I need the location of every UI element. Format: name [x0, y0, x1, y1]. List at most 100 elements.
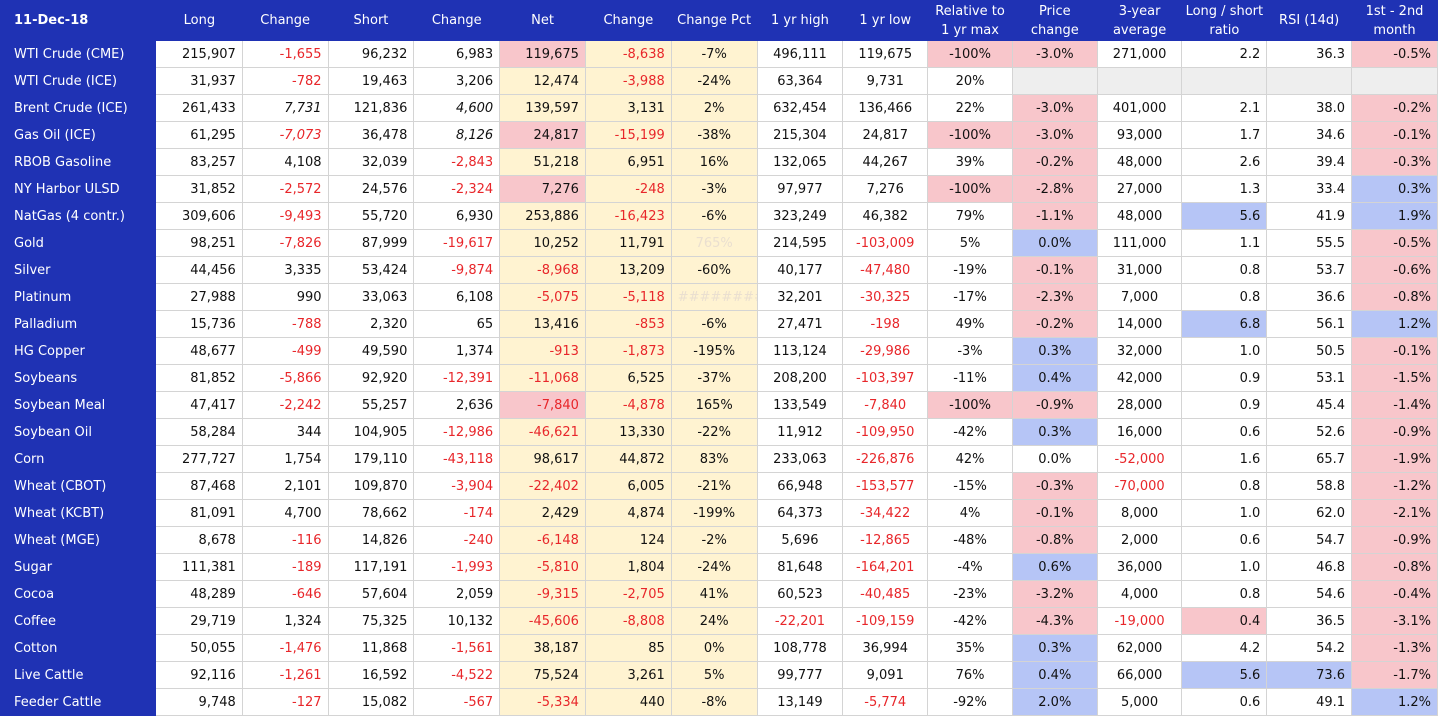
cell-short-chg: 6,930 [413, 202, 501, 230]
cell-ratio: 0.4 [1181, 607, 1268, 635]
cell-low: 36,994 [842, 634, 929, 662]
cell-short-chg: -9,874 [413, 256, 501, 284]
cell-short-chg: 2,059 [413, 580, 501, 608]
cell-low: -198 [842, 310, 929, 338]
cell-high: 233,063 [757, 445, 844, 473]
cell-net: -9,315 [499, 580, 586, 608]
cell-long: 92,116 [156, 661, 243, 689]
cell-long: 15,736 [156, 310, 243, 338]
cell-high: 5,696 [757, 526, 844, 554]
cell-low: -103,009 [842, 229, 929, 257]
cell-long: 98,251 [156, 229, 243, 257]
cell-chg-pct: -2% [671, 526, 758, 554]
table-row: WTI Crude (ICE) 31,937 -782 19,463 3,206 12,4… [0, 67, 1438, 95]
cell-net: -7,840 [499, 391, 586, 419]
cell-short-chg: 3,206 [413, 67, 501, 95]
cell-net: -5,075 [499, 283, 586, 311]
commodity-name: Wheat (CBOT) [0, 472, 157, 500]
cell-long: 87,468 [156, 472, 243, 500]
cell-avg: 48,000 [1097, 202, 1183, 230]
commodity-name: Palladium [0, 310, 157, 338]
cell-chg-pct: -6% [671, 310, 758, 338]
cell-long-chg: -2,242 [242, 391, 329, 419]
cell-high: 133,549 [757, 391, 844, 419]
cell-net: -8,968 [499, 256, 586, 284]
cell-spread: -0.2% [1351, 94, 1438, 122]
cell-chg-pct: 24% [671, 607, 758, 635]
cell-chg-pct: -24% [671, 67, 758, 95]
cell-spread: -0.1% [1351, 121, 1438, 149]
cell-chg-pct: -8% [671, 688, 758, 716]
commodity-name: NatGas (4 contr.) [0, 202, 157, 230]
table-row: Palladium 15,736 -788 2,320 65 13,416 -853 -6% 2… [0, 310, 1438, 338]
cell-avg: 4,000 [1097, 580, 1183, 608]
cell-chg-pct: ######## [671, 283, 758, 311]
cell-spread: -0.4% [1351, 580, 1438, 608]
cell-net: 7,276 [499, 175, 586, 203]
cell-net: -11,068 [499, 364, 586, 392]
cell-long-chg: 3,335 [242, 256, 329, 284]
cell-rsi: 41.9 [1266, 202, 1353, 230]
cell-avg: 14,000 [1097, 310, 1183, 338]
cell-net: -5,334 [499, 688, 586, 716]
cell-spread: -0.5% [1351, 229, 1438, 257]
cell-rsi: 54.6 [1266, 580, 1353, 608]
cell-long: 215,907 [156, 41, 243, 68]
cell-rel: -19% [927, 256, 1013, 284]
cell-high: 40,177 [757, 256, 844, 284]
cell-short-chg: 2,636 [413, 391, 501, 419]
table-row: Feeder Cattle 9,748 -127 15,082 -567 -5,334 44… [0, 688, 1438, 716]
cell-price: 0.3% [1012, 337, 1098, 365]
cell-net: 38,187 [499, 634, 586, 662]
cell-avg: 28,000 [1097, 391, 1183, 419]
commodity-name: Soybean Oil [0, 418, 157, 446]
cell-avg: 8,000 [1097, 499, 1183, 527]
cell-net-chg: 3,261 [585, 661, 672, 689]
cell-low: 24,817 [842, 121, 929, 149]
cell-chg-pct: -38% [671, 121, 758, 149]
cell-long-chg: 7,731 [242, 94, 329, 122]
cell-high: -22,201 [757, 607, 844, 635]
cell-price: -0.9% [1012, 391, 1098, 419]
cell-short-chg: -174 [413, 499, 501, 527]
commodity-name: Gold [0, 229, 157, 257]
cell-avg: 271,000 [1097, 41, 1183, 68]
table-row: WTI Crude (CME) 215,907 -1,655 96,232 6,983 1… [0, 41, 1438, 68]
cell-net: -5,810 [499, 553, 586, 581]
cell-net-chg: -5,118 [585, 283, 672, 311]
header-change-pct: Change Pct [671, 0, 758, 41]
cell-net-chg: -16,423 [585, 202, 672, 230]
cell-net: 253,886 [499, 202, 586, 230]
cell-ratio: 1.1 [1181, 229, 1268, 257]
header-row: 11-Dec-18 Long Change Short Change Net Change C… [0, 0, 1438, 41]
table-row: Gas Oil (ICE) 61,295 -7,073 36,478 8,126 24,8… [0, 121, 1438, 149]
cell-net: 98,617 [499, 445, 586, 473]
cell-high: 208,200 [757, 364, 844, 392]
cell-ratio: 0.8 [1181, 283, 1268, 311]
cell-low: -30,325 [842, 283, 929, 311]
cell-short: 36,478 [328, 121, 415, 149]
commodity-name: Soybeans [0, 364, 157, 392]
commodity-name: Cotton [0, 634, 157, 662]
cell-price: -0.1% [1012, 499, 1098, 527]
cell-net-chg: 6,525 [585, 364, 672, 392]
cell-ratio: 2.1 [1181, 94, 1268, 122]
cell-avg: -52,000 [1097, 445, 1183, 473]
cell-high: 496,111 [757, 41, 844, 68]
commodity-name: Wheat (MGE) [0, 526, 157, 554]
cell-low: -7,840 [842, 391, 929, 419]
cell-rel: -15% [927, 472, 1013, 500]
cell-chg-pct: -195% [671, 337, 758, 365]
cell-short: 109,870 [328, 472, 415, 500]
table-row: Wheat (MGE) 8,678 -116 14,826 -240 -6,148 124-… [0, 526, 1438, 554]
cell-long: 58,284 [156, 418, 243, 446]
cell-short: 2,320 [328, 310, 415, 338]
cell-short: 96,232 [328, 41, 415, 68]
cell-long-chg: -7,826 [242, 229, 329, 257]
cell-rel: 49% [927, 310, 1013, 338]
cell-long: 48,289 [156, 580, 243, 608]
cell-net-chg: 44,872 [585, 445, 672, 473]
cell-short-chg: -240 [413, 526, 501, 554]
cell-high: 132,065 [757, 148, 844, 176]
cell-chg-pct: -22% [671, 418, 758, 446]
